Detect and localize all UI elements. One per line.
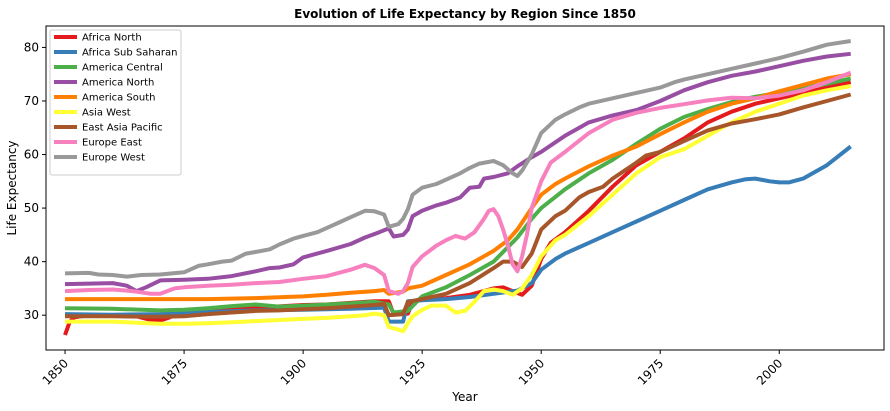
legend-label: Europe West — [82, 153, 145, 164]
legend-label: America South — [82, 93, 156, 104]
x-tick-label: 1900 — [278, 356, 309, 387]
y-tick-label: 70 — [24, 94, 39, 108]
y-axis: 30 40 50 60 70 80 — [24, 40, 46, 322]
series-line-6 — [65, 92, 852, 319]
series-line-2 — [64, 76, 852, 315]
x-axis-label: Year — [451, 390, 477, 404]
series-line-7 — [64, 70, 852, 296]
legend: Africa North Africa Sub Saharan America Ce… — [49, 29, 182, 176]
legend-label: East Asia Pacific — [82, 123, 163, 134]
legend-label: America Central — [82, 63, 163, 74]
x-tick-label: 1975 — [635, 356, 666, 387]
legend-label: America North — [82, 78, 154, 89]
x-tick-label: 1950 — [516, 356, 547, 387]
y-tick-label: 80 — [24, 40, 39, 54]
x-tick-label: 1925 — [397, 356, 428, 387]
x-tick-label: 2000 — [754, 356, 785, 387]
series-line-8 — [64, 39, 852, 279]
y-tick-label: 30 — [24, 308, 39, 322]
plot-area — [63, 39, 852, 336]
x-axis: 1850 1875 1900 1925 1950 1975 2000 — [40, 350, 785, 388]
series-line-3 — [64, 51, 851, 294]
legend-box — [49, 29, 182, 176]
legend-label: Europe East — [82, 138, 142, 149]
plot-frame — [45, 25, 885, 351]
x-tick-label: 1875 — [159, 356, 190, 387]
series-line-5 — [65, 84, 852, 334]
y-axis-label: Life Expectancy — [5, 140, 19, 235]
legend-label: Africa North — [82, 33, 142, 44]
x-tick-label: 1850 — [40, 356, 71, 387]
y-tick-label: 40 — [24, 255, 39, 269]
legend-label: Asia West — [82, 108, 131, 119]
chart-title: Evolution of Life Expectancy by Region S… — [294, 7, 636, 21]
legend-label: Africa Sub Saharan — [82, 48, 177, 59]
series-line-4 — [65, 72, 852, 302]
y-tick-label: 50 — [24, 201, 39, 215]
y-tick-label: 60 — [24, 148, 39, 162]
